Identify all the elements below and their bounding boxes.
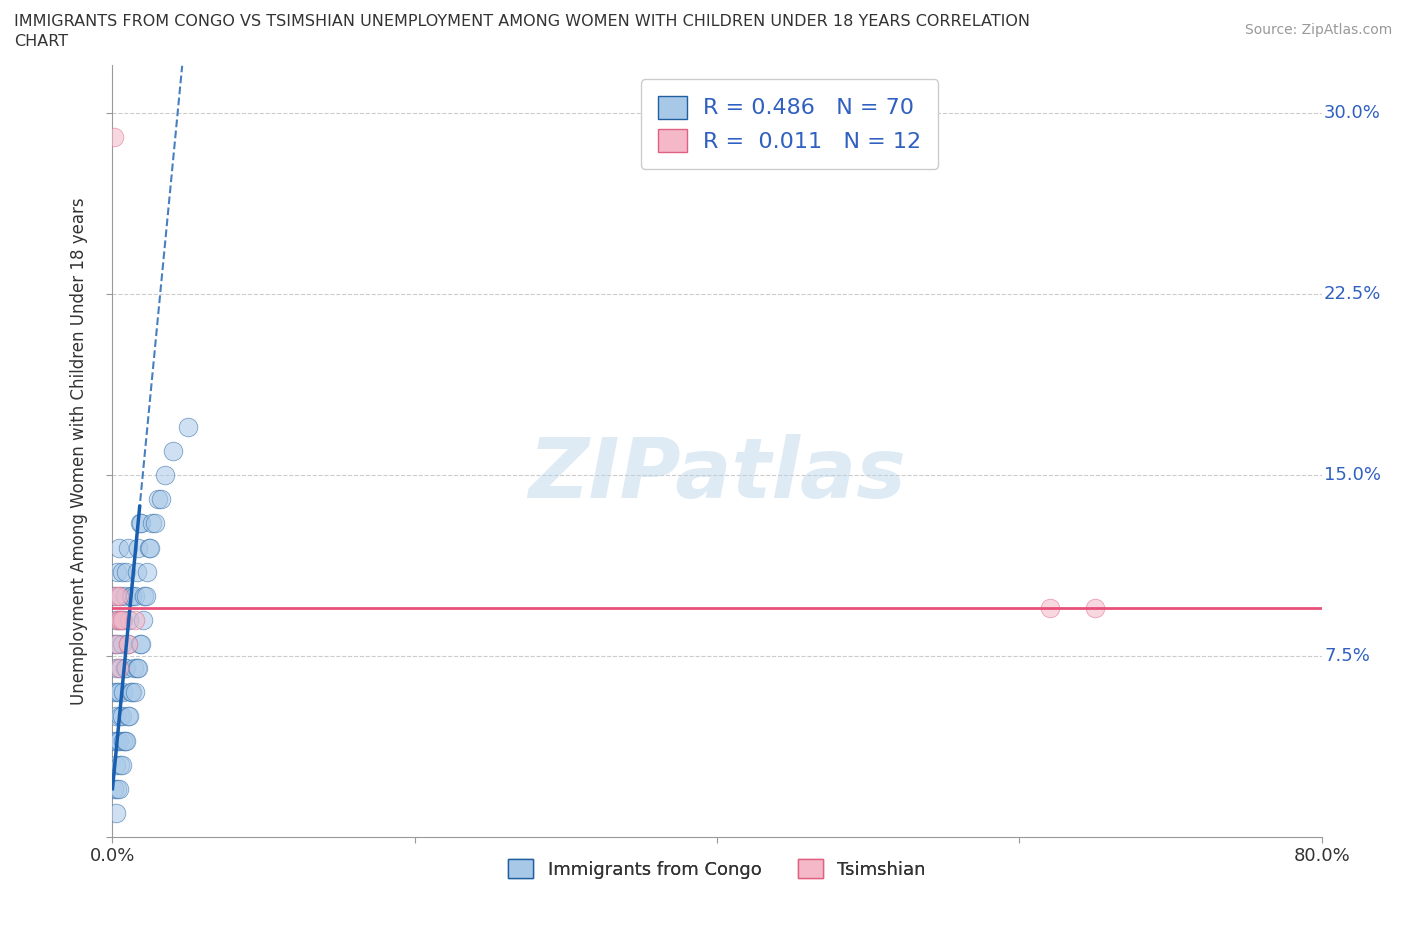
Point — [149, 492, 172, 507]
Text: ZIPatlas: ZIPatlas — [529, 433, 905, 514]
Point — [110, 613, 132, 628]
Point — [104, 709, 127, 724]
Point — [105, 565, 128, 579]
Point — [108, 613, 131, 628]
Point — [114, 589, 136, 604]
Point — [103, 637, 125, 652]
Point — [104, 613, 127, 628]
Point — [121, 589, 143, 604]
Point — [105, 684, 128, 699]
Point — [105, 733, 128, 748]
Point — [132, 613, 155, 628]
Point — [115, 660, 138, 675]
Point — [120, 589, 142, 604]
Point — [139, 540, 162, 555]
Point — [108, 757, 131, 772]
Point — [110, 709, 132, 724]
Point — [107, 613, 129, 628]
Point — [121, 684, 143, 699]
Point — [104, 660, 127, 675]
Text: IMMIGRANTS FROM CONGO VS TSIMSHIAN UNEMPLOYMENT AMONG WOMEN WITH CHILDREN UNDER : IMMIGRANTS FROM CONGO VS TSIMSHIAN UNEMP… — [14, 14, 1031, 29]
Legend: Immigrants from Congo, Tsimshian: Immigrants from Congo, Tsimshian — [501, 852, 934, 886]
Point — [129, 637, 152, 652]
Point — [129, 516, 152, 531]
Point — [114, 733, 136, 748]
Point — [128, 637, 150, 652]
Point — [146, 492, 169, 507]
Point — [114, 660, 136, 675]
Text: CHART: CHART — [14, 34, 67, 49]
Point — [104, 637, 127, 652]
Point — [107, 781, 129, 796]
Point — [104, 757, 127, 772]
Point — [135, 589, 157, 604]
Point — [134, 589, 156, 604]
Point — [118, 709, 141, 724]
Point — [136, 565, 159, 579]
Point — [143, 516, 166, 531]
Point — [110, 637, 132, 652]
Point — [141, 516, 163, 531]
Point — [117, 540, 139, 555]
Point — [122, 660, 145, 675]
Point — [118, 613, 141, 628]
Point — [105, 613, 128, 628]
Point — [128, 516, 150, 531]
Point — [103, 684, 125, 699]
Point — [115, 565, 138, 579]
Point — [104, 589, 127, 604]
Point — [107, 589, 129, 604]
Point — [108, 660, 131, 675]
Point — [138, 540, 160, 555]
Point — [105, 637, 128, 652]
Point — [112, 613, 135, 628]
Point — [117, 709, 139, 724]
Point — [125, 660, 148, 675]
Point — [1038, 601, 1062, 616]
Point — [124, 684, 146, 699]
Point — [177, 419, 200, 434]
Point — [155, 468, 177, 483]
Point — [117, 637, 139, 652]
Point — [107, 684, 129, 699]
Text: Source: ZipAtlas.com: Source: ZipAtlas.com — [1244, 23, 1392, 37]
Text: 15.0%: 15.0% — [1324, 466, 1381, 485]
Point — [103, 733, 125, 748]
Point — [107, 733, 129, 748]
Point — [162, 444, 184, 458]
Point — [115, 733, 138, 748]
Point — [104, 805, 127, 820]
Text: 22.5%: 22.5% — [1324, 286, 1382, 303]
Text: 30.0%: 30.0% — [1324, 104, 1381, 123]
Point — [103, 589, 125, 604]
Point — [127, 540, 149, 555]
Y-axis label: Unemployment Among Women with Children Under 18 years: Unemployment Among Women with Children U… — [70, 197, 89, 705]
Point — [103, 781, 125, 796]
Point — [105, 781, 128, 796]
Point — [125, 565, 148, 579]
Point — [112, 733, 135, 748]
Point — [127, 660, 149, 675]
Point — [124, 589, 146, 604]
Point — [124, 613, 146, 628]
Point — [108, 589, 131, 604]
Point — [110, 757, 132, 772]
Point — [103, 130, 125, 145]
Point — [1084, 601, 1107, 616]
Point — [107, 540, 129, 555]
Point — [112, 684, 135, 699]
Point — [120, 684, 142, 699]
Point — [107, 660, 129, 675]
Point — [110, 565, 132, 579]
Text: 7.5%: 7.5% — [1324, 647, 1369, 665]
Point — [108, 709, 131, 724]
Point — [117, 637, 139, 652]
